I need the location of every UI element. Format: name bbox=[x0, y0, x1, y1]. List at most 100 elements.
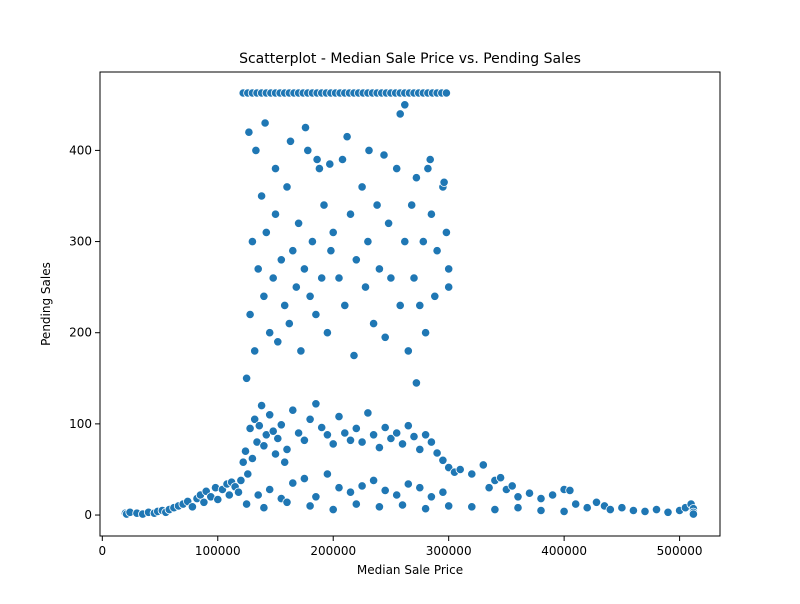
scatter-point bbox=[326, 246, 336, 256]
scatter-point bbox=[478, 460, 488, 470]
scatter-point bbox=[293, 218, 304, 228]
scatter-point bbox=[307, 237, 317, 247]
x-tick-label: 300000 bbox=[426, 544, 472, 558]
scatter-point bbox=[420, 504, 431, 514]
scatter-point bbox=[403, 421, 413, 431]
scatter-point bbox=[243, 469, 253, 479]
scatter-point bbox=[640, 506, 650, 516]
scatter-point bbox=[372, 200, 382, 210]
scatter-point bbox=[591, 497, 602, 507]
scatter-point bbox=[345, 209, 356, 219]
scatter-point bbox=[357, 437, 367, 447]
scatter-point bbox=[251, 145, 261, 155]
scatter-point bbox=[244, 127, 254, 137]
scatter-point bbox=[284, 318, 294, 329]
scatter-point bbox=[296, 346, 306, 356]
scatter-point bbox=[395, 109, 405, 119]
scatter-point bbox=[374, 264, 384, 274]
scatter-point bbox=[265, 484, 275, 495]
scatter-point bbox=[397, 500, 408, 510]
scatter-point bbox=[392, 428, 402, 438]
scatter-point bbox=[305, 501, 315, 511]
scatter-point bbox=[299, 264, 309, 274]
scatter-point bbox=[276, 255, 286, 265]
scatter-point bbox=[288, 405, 298, 415]
scatter-point bbox=[617, 503, 627, 513]
scatter-point bbox=[334, 411, 344, 422]
scatter-point bbox=[426, 492, 436, 502]
scatter-point bbox=[213, 494, 223, 505]
scatter-point bbox=[340, 428, 350, 438]
scatter-point bbox=[250, 346, 260, 356]
scatter-point bbox=[547, 490, 558, 500]
scatter-point bbox=[314, 164, 324, 174]
scatter-point bbox=[351, 255, 361, 265]
scatter-point bbox=[409, 431, 419, 442]
x-tick-label: 500000 bbox=[657, 544, 703, 558]
scatter-point bbox=[513, 492, 523, 502]
scatter-point bbox=[423, 164, 433, 174]
y-tick-label: 300 bbox=[69, 235, 92, 249]
scatter-point bbox=[411, 173, 421, 183]
scatter-point bbox=[276, 420, 286, 430]
scatter-point bbox=[426, 437, 436, 447]
scatter-point bbox=[299, 473, 309, 484]
scatter-point bbox=[288, 478, 298, 488]
scatter-point bbox=[265, 410, 275, 420]
scatter-point bbox=[265, 328, 275, 338]
scatter-point bbox=[282, 444, 292, 454]
scatter-point bbox=[322, 328, 332, 338]
scatter-point bbox=[322, 469, 332, 479]
scatter-point bbox=[305, 414, 315, 424]
y-axis-ticks: 0 100 200 300 400 bbox=[69, 143, 100, 522]
scatter-point bbox=[415, 483, 425, 493]
scatter-point bbox=[247, 453, 257, 464]
scatter-point bbox=[418, 237, 428, 247]
scatter-point bbox=[484, 483, 494, 493]
scatter-point bbox=[374, 502, 384, 512]
scatter-point bbox=[392, 490, 402, 500]
scatter-point bbox=[261, 227, 271, 237]
scatter-point bbox=[340, 300, 350, 310]
scatter-point bbox=[379, 150, 389, 160]
scatter-point bbox=[345, 487, 356, 497]
scatter-point bbox=[395, 300, 405, 310]
scatter-point bbox=[256, 191, 267, 201]
scatter-point bbox=[467, 469, 477, 479]
scatter-point bbox=[342, 132, 352, 142]
scatter-point bbox=[380, 422, 390, 433]
scatter-point bbox=[392, 164, 402, 174]
scatter-point bbox=[357, 182, 367, 192]
scatter-point bbox=[299, 435, 309, 445]
scatter-point bbox=[224, 490, 234, 500]
scatter-point bbox=[386, 433, 396, 444]
scatter-point bbox=[280, 300, 290, 310]
scatter-point bbox=[328, 439, 338, 449]
scatter-point bbox=[349, 350, 359, 361]
scatter-point bbox=[328, 504, 338, 515]
scatter-point bbox=[259, 503, 269, 513]
scatter-point bbox=[490, 504, 500, 515]
x-tick-label: 200000 bbox=[310, 544, 356, 558]
scatter-point bbox=[268, 426, 278, 436]
scatter-point bbox=[312, 154, 322, 165]
scatter-point bbox=[380, 332, 390, 342]
scatter-point bbox=[337, 154, 348, 165]
x-axis-ticks: 0 100000 200000 300000 400000 500000 bbox=[98, 536, 702, 558]
chart-title: Scatterplot - Median Sale Price vs. Pend… bbox=[239, 51, 581, 67]
scatter-point bbox=[282, 182, 292, 192]
scatter-points bbox=[120, 88, 699, 519]
scatter-point bbox=[345, 435, 356, 445]
scatter-point bbox=[432, 246, 442, 256]
scatter-point bbox=[605, 504, 615, 515]
scatter-point bbox=[242, 499, 252, 509]
scatter-point bbox=[444, 264, 454, 274]
scatter-point bbox=[409, 273, 419, 283]
scatter-point bbox=[311, 309, 321, 320]
scatter-point bbox=[363, 408, 373, 418]
scatter-point bbox=[513, 503, 523, 513]
scatter-point bbox=[305, 291, 315, 301]
scatter-point bbox=[374, 442, 384, 453]
scatter-point bbox=[368, 475, 379, 485]
